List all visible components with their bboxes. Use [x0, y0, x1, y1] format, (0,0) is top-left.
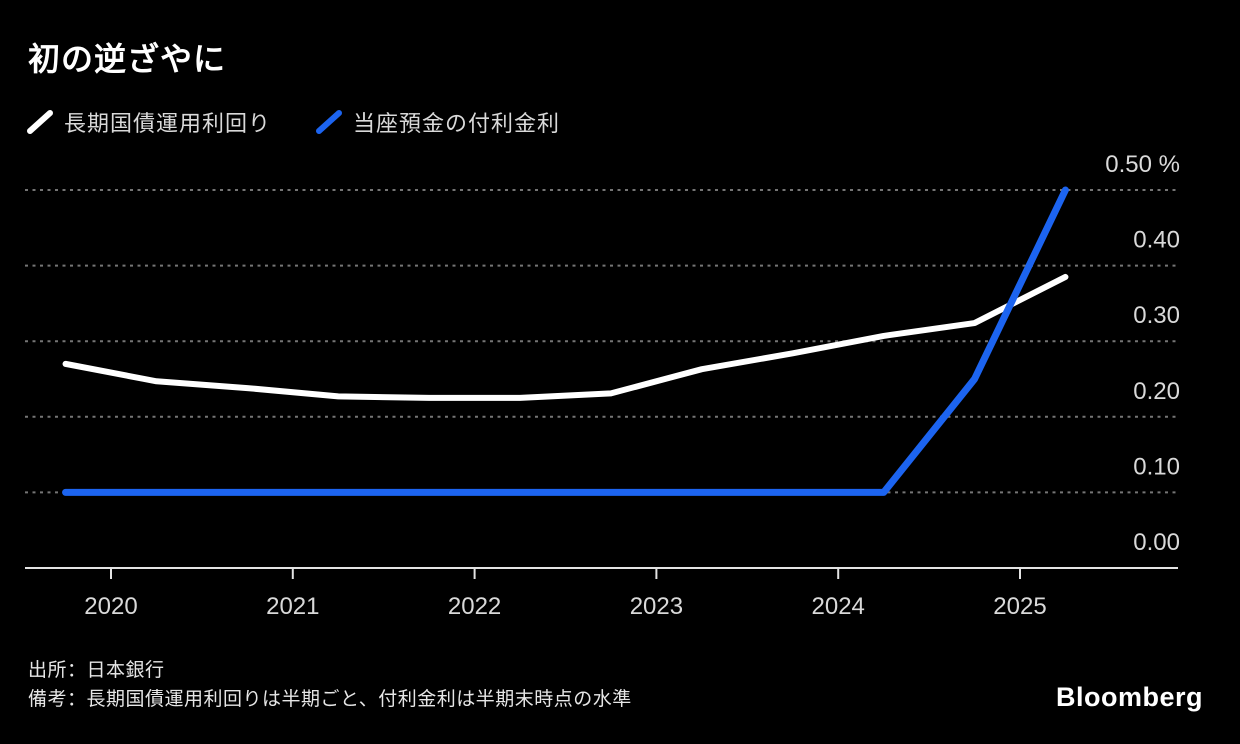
line-swatch-icon: [316, 110, 343, 134]
page-title: 初の逆ざやに: [28, 41, 227, 77]
footer: 出所：日本銀行 備考：長期国債運用利回りは半期ごと、付利金利は半期末時点の水準: [28, 656, 632, 714]
legend-label: 当座預金の付利金利: [353, 111, 561, 136]
legend-item-bond-yield: 長期国債運用利回り: [26, 106, 271, 138]
x-axis-tick-label: 2023: [630, 593, 683, 620]
remark-note: 備考：長期国債運用利回りは半期ごと、付利金利は半期末時点の水準: [28, 689, 632, 710]
legend: 長期国債運用利回り 当座預金の付利金利: [26, 106, 560, 138]
bloomberg-logo: Bloomberg: [1055, 682, 1203, 712]
y-axis-tick-label: 0.40: [1133, 227, 1180, 254]
legend-label: 長期国債運用利回り: [64, 111, 272, 136]
x-axis-tick-label: 2024: [812, 593, 865, 620]
y-axis-tick-label: 0.00: [1133, 529, 1180, 556]
x-axis-tick-label: 2025: [993, 593, 1046, 620]
y-axis-tick-label: 0.10: [1133, 453, 1180, 480]
line-swatch-icon: [27, 110, 53, 134]
y-axis-tick-label: 0.20: [1133, 378, 1180, 405]
legend-item-deposit-rate: 当座預金の付利金利: [315, 106, 560, 138]
y-axis-tick-label: 0.30: [1133, 302, 1180, 329]
x-axis-tick-label: 2022: [448, 593, 501, 620]
series-line: [62, 273, 1069, 401]
source-note: 出所：日本銀行: [28, 660, 165, 681]
x-axis-tick-label: 2021: [266, 593, 319, 620]
x-axis-tick-label: 2020: [84, 593, 137, 620]
series-line: [62, 186, 1069, 496]
y-axis-tick-label: 0.50 %: [1105, 151, 1180, 178]
